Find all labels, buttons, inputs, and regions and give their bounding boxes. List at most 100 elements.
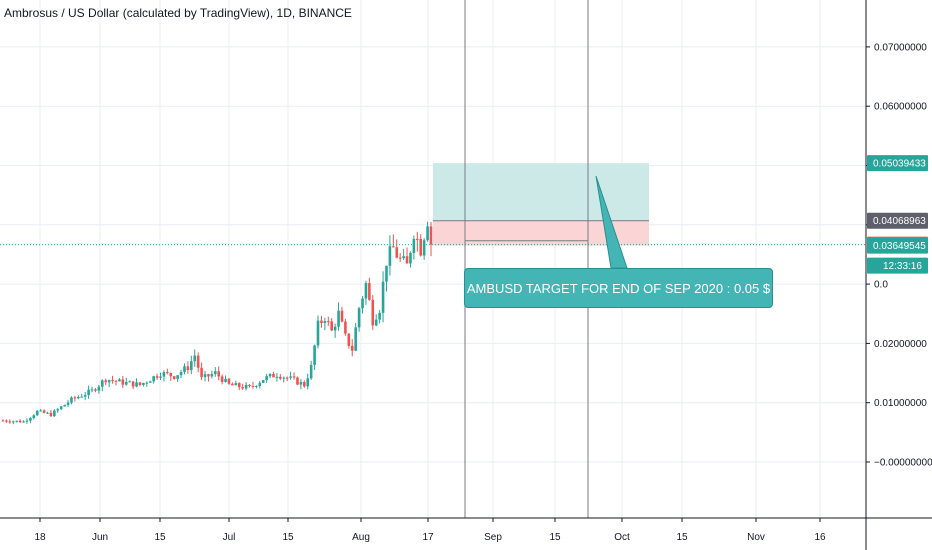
candle-body [193,355,197,362]
price-tick-label: 0.07000000 [874,42,927,53]
candle-body [5,420,8,422]
candle-body [227,378,231,384]
candle-body [114,380,118,382]
price-axis[interactable]: 0.07000000 0.06000000 0.0 0.02000000 0.01000… [866,42,932,469]
candle-body [15,420,18,422]
candle [203,370,207,382]
time-tick-label: 18 [34,532,46,543]
candle [131,381,135,390]
time-axis[interactable]: 18 Jun 15 Jul 15 Aug 17 Sep 15 Oct 15 Nov 16 [34,518,826,543]
price-axis-bg [866,0,932,550]
time-tick-label: 15 [676,532,688,543]
candle [285,376,289,382]
candle [135,378,138,388]
candle [166,368,169,375]
candle [124,377,128,386]
candle-body [155,376,159,378]
candle-body [422,240,426,256]
chart-title: Ambrosus / US Dollar (calculated by Trad… [4,6,352,20]
candle [162,370,166,382]
candle-body [63,404,66,407]
candle [118,378,121,382]
candle [18,419,22,423]
candle-body [118,379,121,382]
candle-body [159,376,162,378]
candle [313,344,316,370]
price-tag-label: 0.04068963 [873,216,926,227]
candle-body [49,412,53,417]
candle-body [248,384,251,386]
candle-body [258,382,262,387]
candle [326,316,330,326]
candle-body [124,381,128,385]
candle [213,367,217,377]
candle [275,373,279,382]
candle [107,379,111,388]
candle [114,380,118,386]
candle-body [419,239,423,256]
candle [1,419,5,422]
candle-body [152,376,155,382]
vertical-line-drawings[interactable] [464,0,589,518]
candle-body [244,384,248,389]
candle-body [121,379,125,385]
candle [381,271,385,323]
candle-body [22,421,25,423]
candle [46,411,49,414]
candle-body [217,371,221,377]
candle-body [309,364,313,379]
candle-body [320,320,323,324]
price-tag-bg [867,212,928,229]
price-tick-label: 0.02000000 [874,339,927,350]
candle [412,235,416,260]
candle [330,318,334,332]
candle-body [330,321,334,331]
candle [323,317,327,330]
candle-body [145,382,149,384]
candle-body [35,410,39,416]
price-tick-label: 0.0 [874,280,888,291]
candle [248,384,251,388]
candle-body [11,421,15,423]
candle [220,374,224,385]
time-tick-label: Jul [223,532,236,543]
candle [152,375,155,384]
candle-body [8,421,12,423]
candle-body [237,383,241,388]
candle [186,361,190,374]
candle [385,265,388,292]
candle-body [265,376,268,381]
time-tick-label: Sep [484,532,502,543]
candle [35,410,39,416]
time-tick-label: 15 [154,532,166,543]
candle [32,414,36,420]
annotation-callout[interactable]: AMBUSD TARGET FOR END OF SEP 2020 : 0.05… [464,268,773,308]
candle-body [279,376,282,379]
candle-body [398,257,402,259]
candle-body [374,319,378,326]
candle-body [275,376,279,378]
candle [402,248,405,261]
candle [409,251,412,268]
candle [374,314,378,327]
candle [429,221,433,257]
candle [183,363,186,375]
candle [77,395,80,400]
candle [66,400,70,408]
countdown-bg [867,257,928,274]
candle-body [97,386,101,391]
candle [340,306,344,323]
candle [138,382,142,387]
candle-body [128,381,131,383]
candle [234,380,238,386]
candle [121,375,125,389]
candle-body [224,378,227,382]
price-tag: 0.03649545 [867,237,928,254]
candle [217,366,221,381]
candle-body [385,265,388,282]
candle [87,385,90,399]
candle-body [87,389,90,396]
candle [303,380,306,388]
candle [426,221,429,242]
